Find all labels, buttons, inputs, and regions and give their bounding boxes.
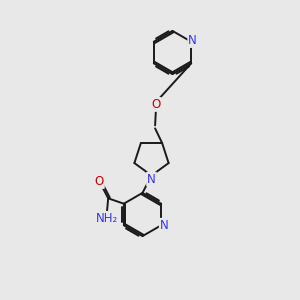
Text: O: O — [152, 98, 160, 111]
Text: NH₂: NH₂ — [96, 212, 118, 225]
Text: N: N — [160, 219, 169, 232]
Text: N: N — [147, 172, 156, 186]
Text: N: N — [188, 34, 197, 47]
Text: O: O — [94, 175, 104, 188]
